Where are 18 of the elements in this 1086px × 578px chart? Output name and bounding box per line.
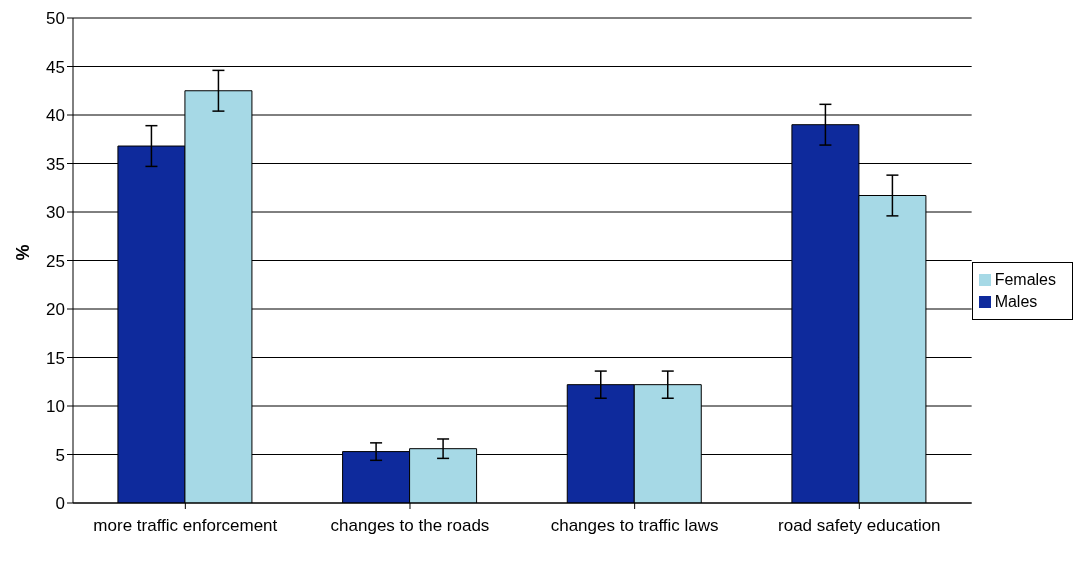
y-axis-title: % <box>13 244 34 261</box>
y-tick-label: 15 <box>46 348 65 368</box>
x-tick-label: changes to the roads <box>330 516 490 536</box>
x-tick-label: more traffic enforcement <box>93 516 278 536</box>
y-tick-label: 50 <box>46 9 65 29</box>
y-tick-label: 45 <box>46 57 65 77</box>
y-tick-label: 40 <box>46 106 65 126</box>
x-tick-label: road safety education <box>778 516 941 536</box>
y-tick-label: 35 <box>46 154 65 174</box>
y-tick-label: 10 <box>46 397 65 417</box>
y-tick-label: 20 <box>46 300 65 320</box>
legend-label: Females <box>994 270 1056 288</box>
x-tick-label: changes to traffic laws <box>550 516 719 536</box>
y-tick-label: 25 <box>46 251 65 271</box>
y-tick-label: 0 <box>55 494 65 514</box>
y-tick-label: 30 <box>46 203 65 223</box>
legend-label: Males <box>994 292 1038 310</box>
y-tick-label: 5 <box>55 445 65 465</box>
